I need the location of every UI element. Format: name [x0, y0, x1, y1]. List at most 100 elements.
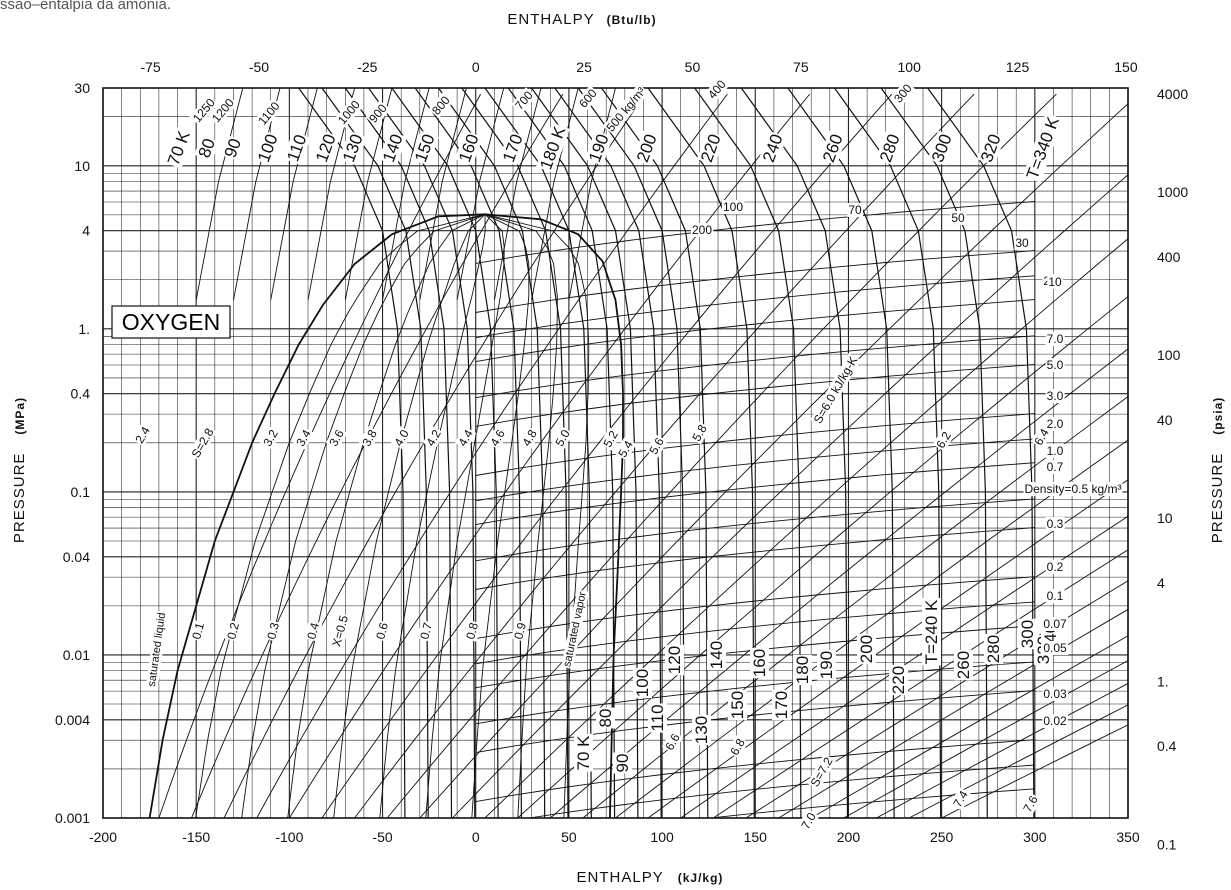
vapor-density-label: 0.03: [1043, 687, 1067, 701]
curve-label-backdrop: [535, 122, 570, 174]
isotherm-label-lower: 70 K: [574, 735, 593, 771]
isentrope-label: 3.6: [326, 427, 347, 449]
isentrope-label: 4.0: [391, 427, 412, 449]
curve-label-backdrop: [857, 633, 876, 665]
isotherm-label-upper: 90: [221, 136, 245, 160]
curve-labels: 70 K 80 90 100 110 120 130 140 150 160 170 180 K 190…: [131, 76, 1123, 833]
curve-label-backdrop: [390, 426, 413, 450]
left-axis-tick-label: 4: [82, 223, 90, 239]
curve-label-backdrop: [690, 223, 714, 237]
isotherm-label-lower: 260: [954, 651, 973, 679]
isentrope-label: 4.8: [519, 427, 540, 449]
left-axis-unit: (MPa): [13, 397, 27, 435]
top-axis-tick-label: 100: [898, 59, 922, 75]
left-axis-tick-label: 1.: [78, 321, 90, 337]
quality-label: X=0.5: [329, 614, 351, 649]
curve-label-backdrop: [486, 426, 509, 450]
curve-label-backdrop: [665, 644, 684, 676]
curve-label-backdrop: [922, 597, 941, 666]
density-line: [526, 764, 1035, 818]
curve-label-backdrop: [208, 94, 238, 126]
isentrope-line: [680, 515, 1128, 818]
isotherm-label-lower: 120: [665, 646, 684, 674]
curve-label-backdrop: [613, 752, 632, 774]
curve-label-backdrop: [1042, 714, 1069, 728]
isotherm-line: [298, 88, 406, 818]
quality-line: [379, 214, 486, 818]
bottom-axis-tick-label: -100: [275, 829, 303, 845]
curve-label-backdrop: [410, 130, 439, 166]
isentrope-label: 5.8: [689, 422, 710, 444]
curve-label-backdrop: [1042, 687, 1069, 701]
curve-label-backdrop: [311, 130, 340, 166]
curve-label-backdrop: [131, 423, 154, 447]
right-axis-tick-label: 100: [1157, 347, 1181, 363]
curve-label-backdrop: [518, 426, 541, 450]
curve-label-backdrop: [422, 426, 445, 450]
curve-label-backdrop: [817, 649, 836, 681]
right-axis-tick-label: 40: [1157, 412, 1173, 428]
right-axis-label: PRESSURE: [1209, 453, 1226, 544]
quality-label: 0.8: [463, 621, 481, 641]
isentrope-line: [484, 238, 1128, 818]
curve-label-backdrop: [561, 589, 590, 669]
quality-label: 0.9: [511, 621, 529, 641]
curve-label-backdrop: [511, 87, 537, 114]
isentrope-label: 6.8: [727, 736, 748, 758]
curve-label-backdrop: [462, 619, 482, 642]
bottom-axis-tick-label: 0: [472, 829, 480, 845]
curve-label-backdrop: [704, 76, 730, 103]
liquid-density-label: 300: [891, 81, 915, 106]
isentrope-label: S=7.2: [808, 754, 836, 789]
curve-label-backdrop: [574, 733, 593, 772]
isotherm-line: [438, 88, 546, 818]
curve-label-backdrop: [692, 714, 711, 746]
density-line-liquid: [456, 88, 505, 301]
right-axis-unit: (psia): [1211, 397, 1225, 435]
curve-label-backdrop: [632, 130, 661, 166]
isotherm-label-lower: 160: [750, 649, 769, 677]
curve-label-backdrop: [189, 94, 219, 126]
vapor-density-label: 0.02: [1043, 714, 1067, 728]
isotherm-label-lower: 180: [793, 656, 812, 684]
quality-line: [333, 213, 486, 818]
isentrope-label: 7.6: [1020, 793, 1041, 815]
curve-label-backdrop: [602, 83, 650, 136]
curve-label-backdrop: [575, 85, 601, 112]
isentrope-label: 6.6: [662, 731, 683, 753]
curve-label-backdrop: [510, 619, 530, 642]
isotherm-label-upper: T=340 K: [1023, 114, 1063, 182]
curve-label-backdrop: [648, 703, 667, 733]
quality-line: [484, 213, 590, 818]
quality-line: [287, 213, 486, 818]
density-line: [475, 364, 1035, 427]
curve-label-backdrop: [338, 130, 367, 166]
bottom-axis-tick-label: -150: [182, 829, 210, 845]
vapor-density-label: 30: [1015, 236, 1029, 250]
isentrope-line: [158, 93, 481, 818]
curve-label-backdrop: [428, 92, 454, 119]
curve-label-backdrop: [984, 633, 1003, 665]
density-line-liquid: [195, 88, 244, 301]
density-line: [475, 498, 1035, 562]
isotherm-label-lower: 220: [889, 666, 908, 694]
left-axis-label: PRESSURE: [11, 453, 28, 544]
right-axis-tick-label: 1000: [1157, 184, 1188, 200]
top-axis-tick-label: 25: [576, 59, 592, 75]
right-axis-tick-label: 0.4: [1157, 738, 1177, 754]
left-axis-ticks: 30 10 4 1. 0.4 0.1 0.04 0.01 0.004 0.001: [55, 80, 90, 826]
substance-label: OXYGEN: [122, 309, 220, 335]
vapor-density-label: 1.0: [1047, 444, 1064, 458]
isentrope-line: [386, 93, 1057, 818]
isotherm-label-upper: 80: [195, 136, 219, 160]
left-axis-title: PRESSURE (MPa): [11, 397, 28, 543]
curve-label-backdrop: [145, 610, 169, 689]
curve-label-backdrop: [1042, 641, 1069, 655]
quality-line: [425, 213, 505, 818]
isotherm-line: [461, 88, 569, 818]
isotherm-line: [321, 88, 429, 818]
curve-label-backdrop: [1045, 517, 1065, 531]
isentrope-label: 4.4: [455, 427, 476, 449]
curve-label-backdrop: [292, 426, 315, 450]
density-line: [475, 527, 1035, 590]
